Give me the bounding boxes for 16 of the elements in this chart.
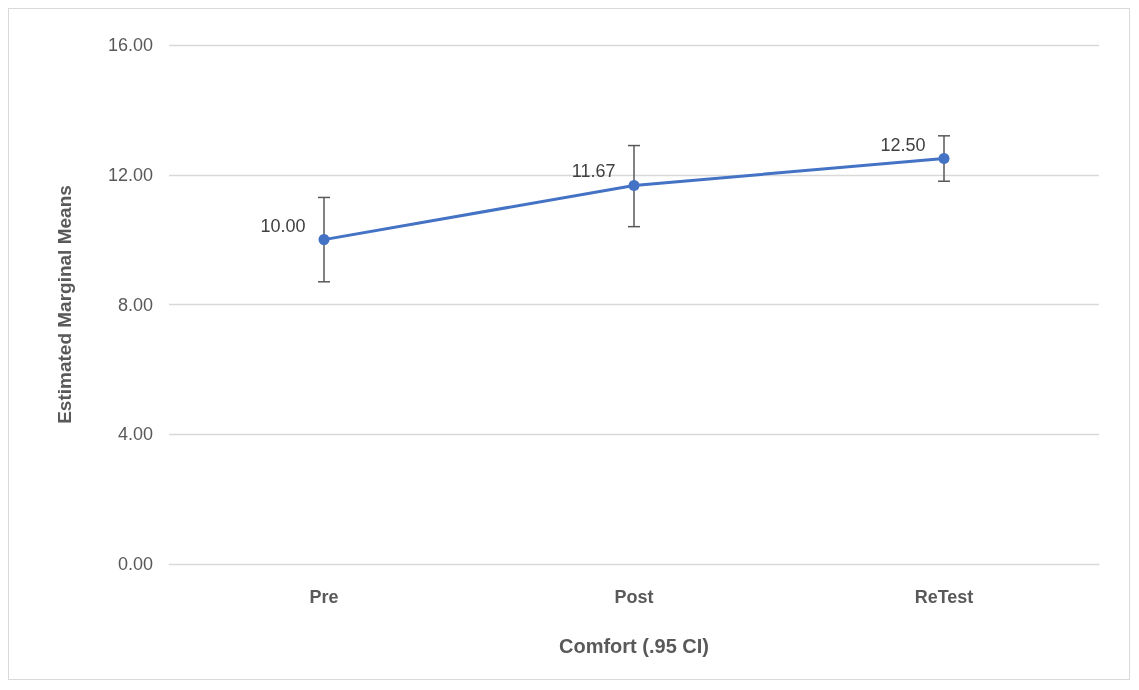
- y-tick-label: 16.00: [107, 35, 153, 55]
- point: [628, 179, 640, 191]
- point: [938, 153, 950, 165]
- data-label: 10.00: [260, 215, 306, 236]
- y-tick-label: 12.00: [107, 164, 153, 185]
- y-axis-title: Estimated Marginal Means: [54, 185, 75, 424]
- y-tick-label: 8.00: [117, 294, 153, 315]
- x-tick-label: Post: [614, 587, 654, 607]
- y-tick-label: 0.00: [117, 554, 153, 574]
- x-axis-title: Comfort (.95 CI): [559, 635, 709, 657]
- x-tick-label: Pre: [309, 587, 339, 607]
- data-label: 12.50: [880, 134, 926, 155]
- y-tick-label: 4.00: [117, 424, 153, 445]
- data-label: 11.67: [571, 161, 616, 182]
- point: [318, 234, 330, 246]
- x-tick-label: ReTest: [914, 587, 974, 607]
